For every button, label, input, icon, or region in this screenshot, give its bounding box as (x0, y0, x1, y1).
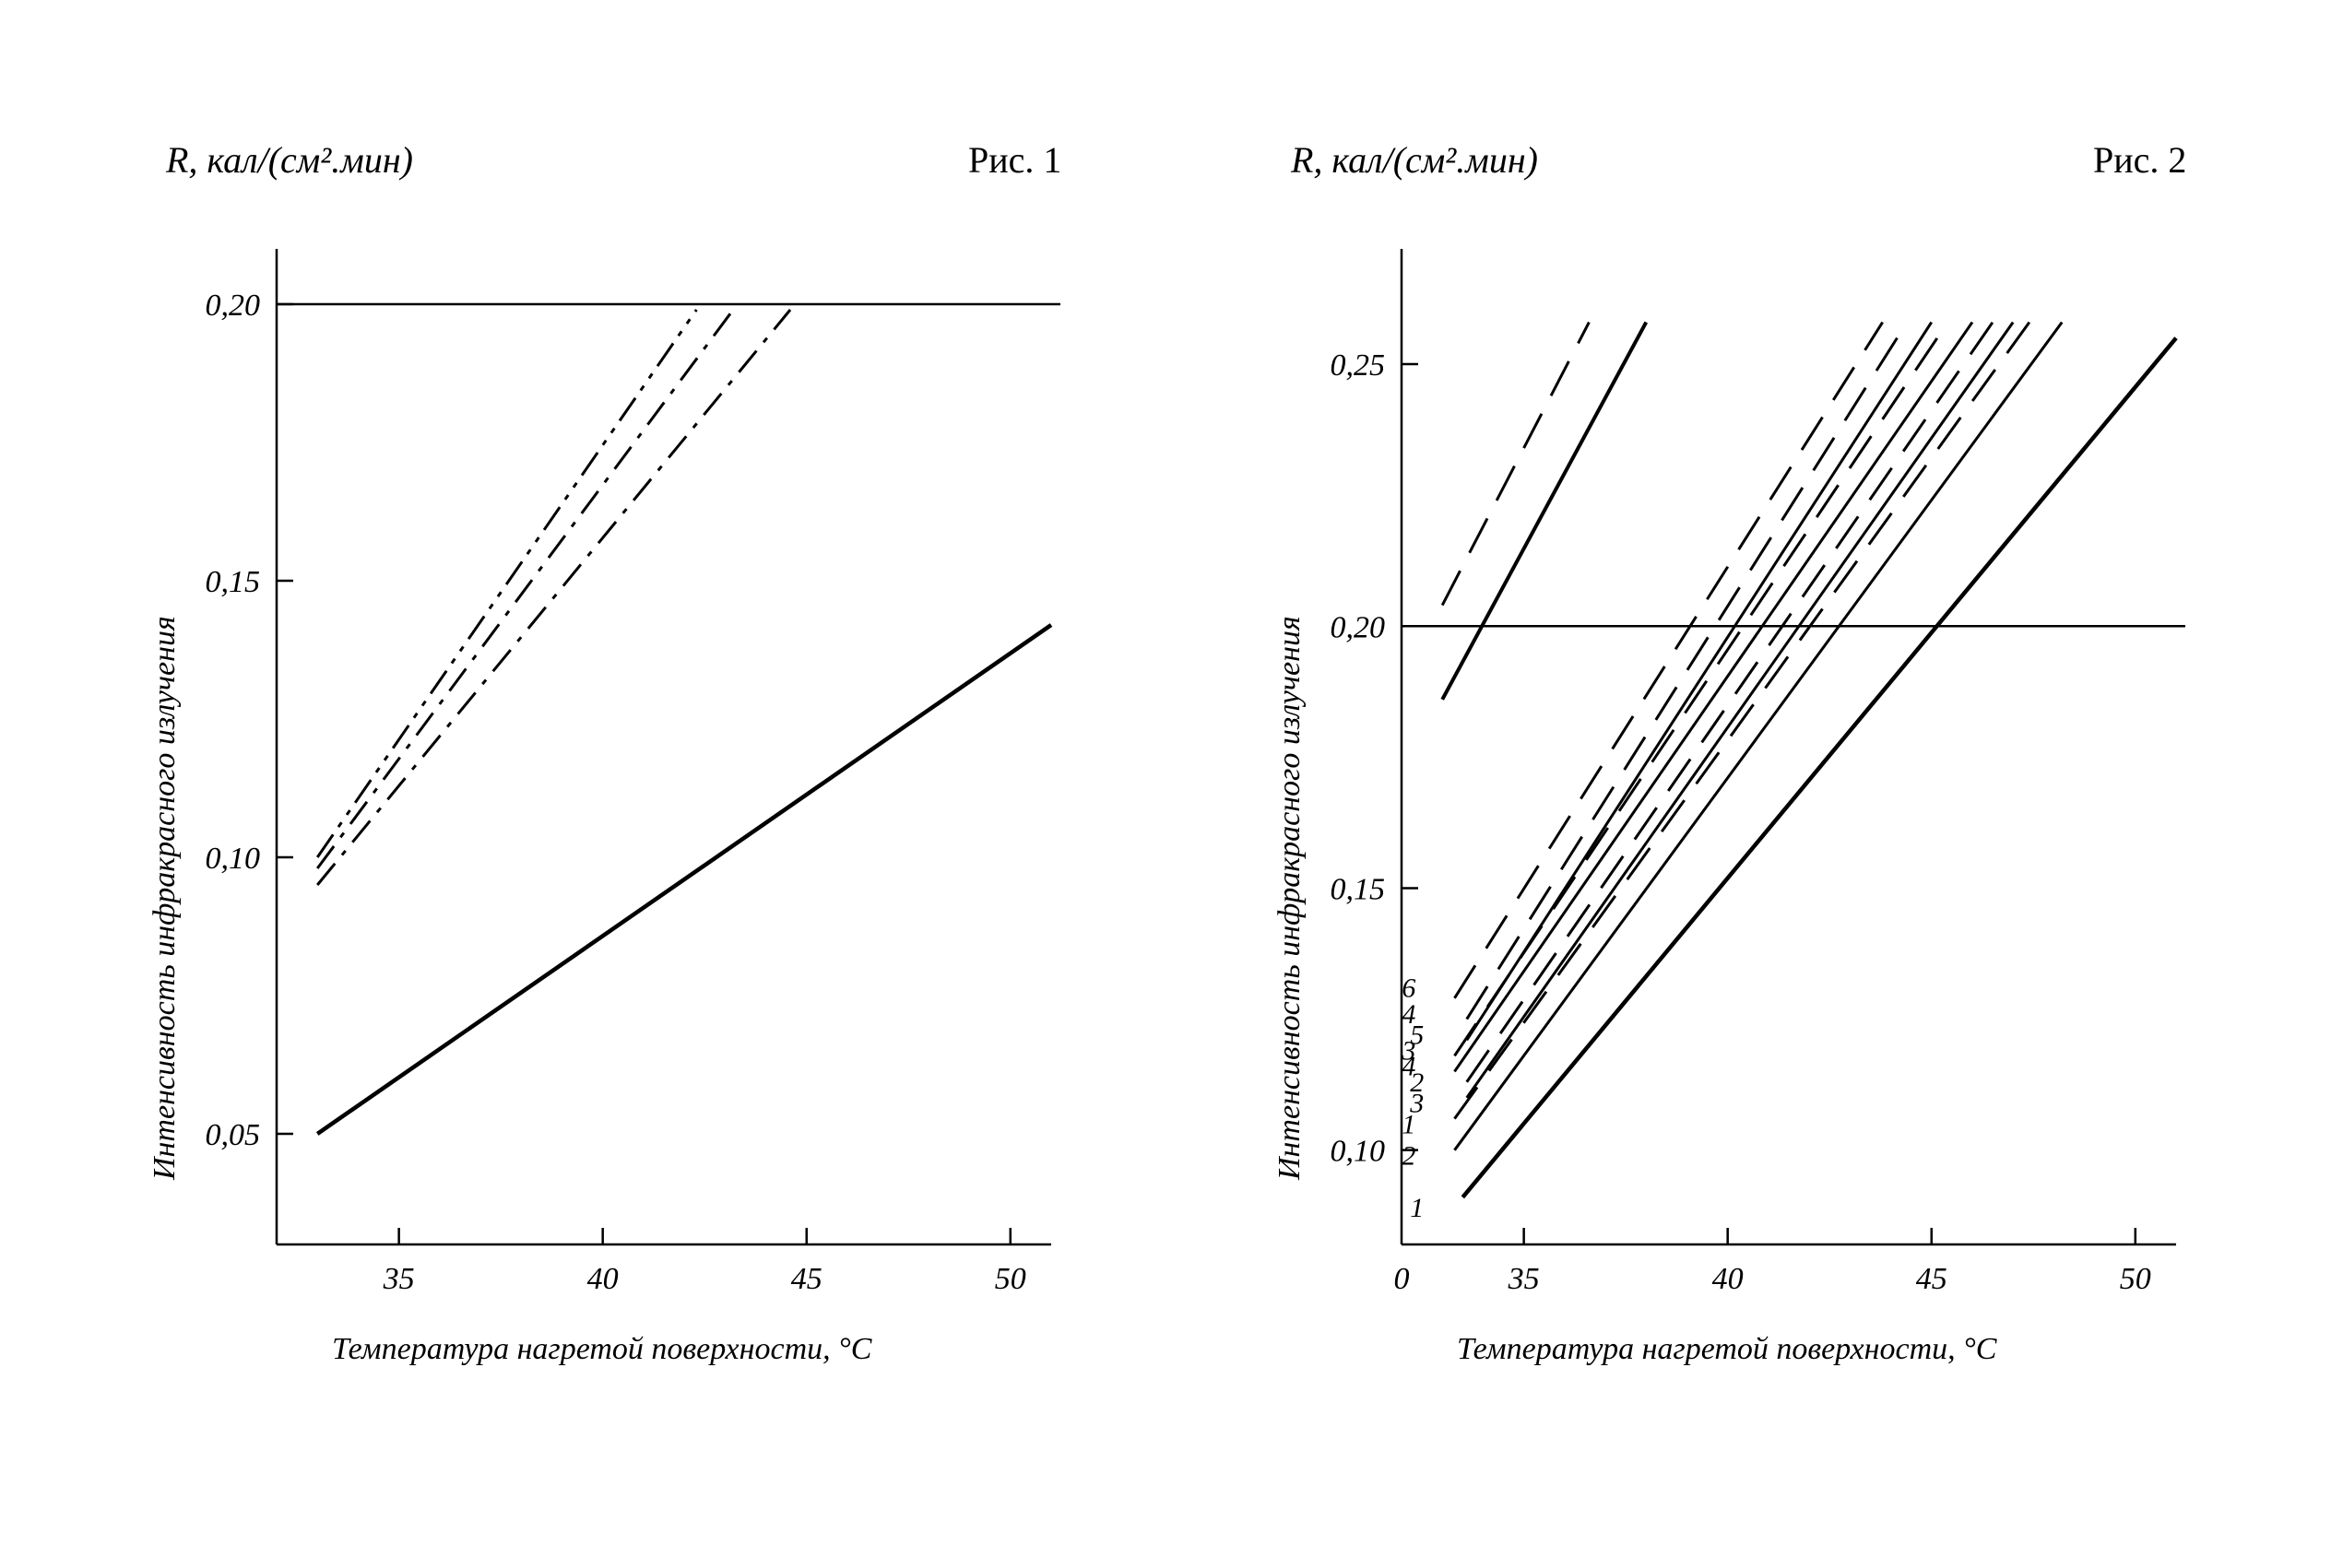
svg-text:40: 40 (1712, 1262, 1744, 1296)
svg-text:50: 50 (2120, 1262, 2151, 1296)
svg-text:0,10: 0,10 (1331, 1135, 1386, 1169)
page: R, кал/(см².мин) Рис. 1 Интенсивность ин… (0, 0, 2331, 1568)
fig2-chart: 0,100,150,200,253540455001213243546 (0, 0, 2331, 1568)
svg-text:0,15: 0,15 (1331, 872, 1386, 906)
svg-text:2: 2 (1402, 1140, 1415, 1171)
svg-text:0: 0 (1394, 1262, 1410, 1296)
svg-text:1: 1 (1410, 1193, 1424, 1223)
svg-text:0,25: 0,25 (1331, 348, 1386, 383)
svg-text:35: 35 (1508, 1262, 1540, 1296)
svg-text:4: 4 (1402, 999, 1415, 1030)
svg-text:45: 45 (1916, 1262, 1947, 1296)
svg-text:6: 6 (1402, 973, 1415, 1003)
svg-text:0,20: 0,20 (1331, 610, 1386, 644)
